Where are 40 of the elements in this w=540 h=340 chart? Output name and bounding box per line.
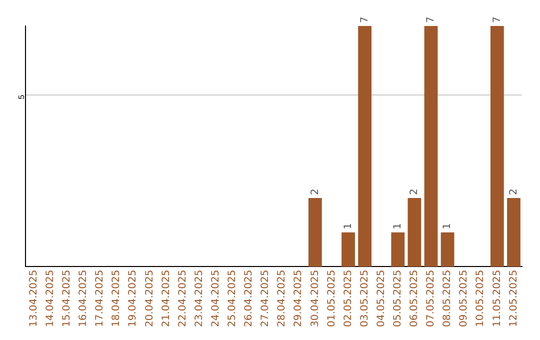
data-label: 7 xyxy=(492,16,503,23)
x-tick-label: 11.05.2025 xyxy=(492,270,503,328)
x-tick-label: 12.05.2025 xyxy=(508,270,520,328)
data-label: 2 xyxy=(409,188,420,195)
x-tick-label: 25.04.2025 xyxy=(227,270,238,328)
x-tick-label: 08.05.2025 xyxy=(442,270,454,328)
y-tick-label: 5 xyxy=(16,94,26,100)
x-tick-label: 23.04.2025 xyxy=(194,270,205,328)
x-tick-label: 24.04.2025 xyxy=(210,270,222,328)
x-tick-label: 15.04.2025 xyxy=(62,270,73,328)
x-tick-label: 04.05.2025 xyxy=(376,270,387,328)
x-tick-label: 22.04.2025 xyxy=(177,270,188,328)
x-tick-label: 02.05.2025 xyxy=(342,270,354,328)
x-tick-label: 14.04.2025 xyxy=(45,270,56,328)
x-tick-label: 19.04.2025 xyxy=(128,270,139,328)
data-label: 1 xyxy=(442,222,454,230)
x-tick-label: 05.05.2025 xyxy=(392,270,404,328)
data-label: 7 xyxy=(426,16,437,23)
x-tick-label: 26.04.2025 xyxy=(244,270,255,328)
x-tick-label: 21.04.2025 xyxy=(160,270,172,328)
x-tick-label: 09.05.2025 xyxy=(458,270,470,328)
data-label: 2 xyxy=(508,188,520,195)
x-tick-label: 20.04.2025 xyxy=(144,270,156,328)
x-tick-label: 16.04.2025 xyxy=(78,270,90,328)
x-tick-label: 10.05.2025 xyxy=(475,270,486,328)
x-tick-label: 27.04.2025 xyxy=(260,270,272,328)
x-tick-label: 06.05.2025 xyxy=(409,270,420,328)
x-tick-label: 13.04.2025 xyxy=(28,270,40,328)
x-tick-label: 30.04.2025 xyxy=(310,270,321,328)
data-label: 1 xyxy=(342,222,354,230)
x-tick-label: 28.04.2025 xyxy=(276,270,288,328)
x-tick-label: 17.04.2025 xyxy=(94,270,106,328)
x-tick-label: 01.05.2025 xyxy=(326,270,338,328)
x-tick-label: 03.05.2025 xyxy=(359,270,370,328)
x-tick-label: 29.04.2025 xyxy=(293,270,304,328)
data-label: 2 xyxy=(310,188,321,195)
x-tick-label: 18.04.2025 xyxy=(111,270,122,328)
data-label: 7 xyxy=(359,16,370,23)
data-label: 1 xyxy=(392,222,404,230)
x-tick-label: 07.05.2025 xyxy=(426,270,437,328)
